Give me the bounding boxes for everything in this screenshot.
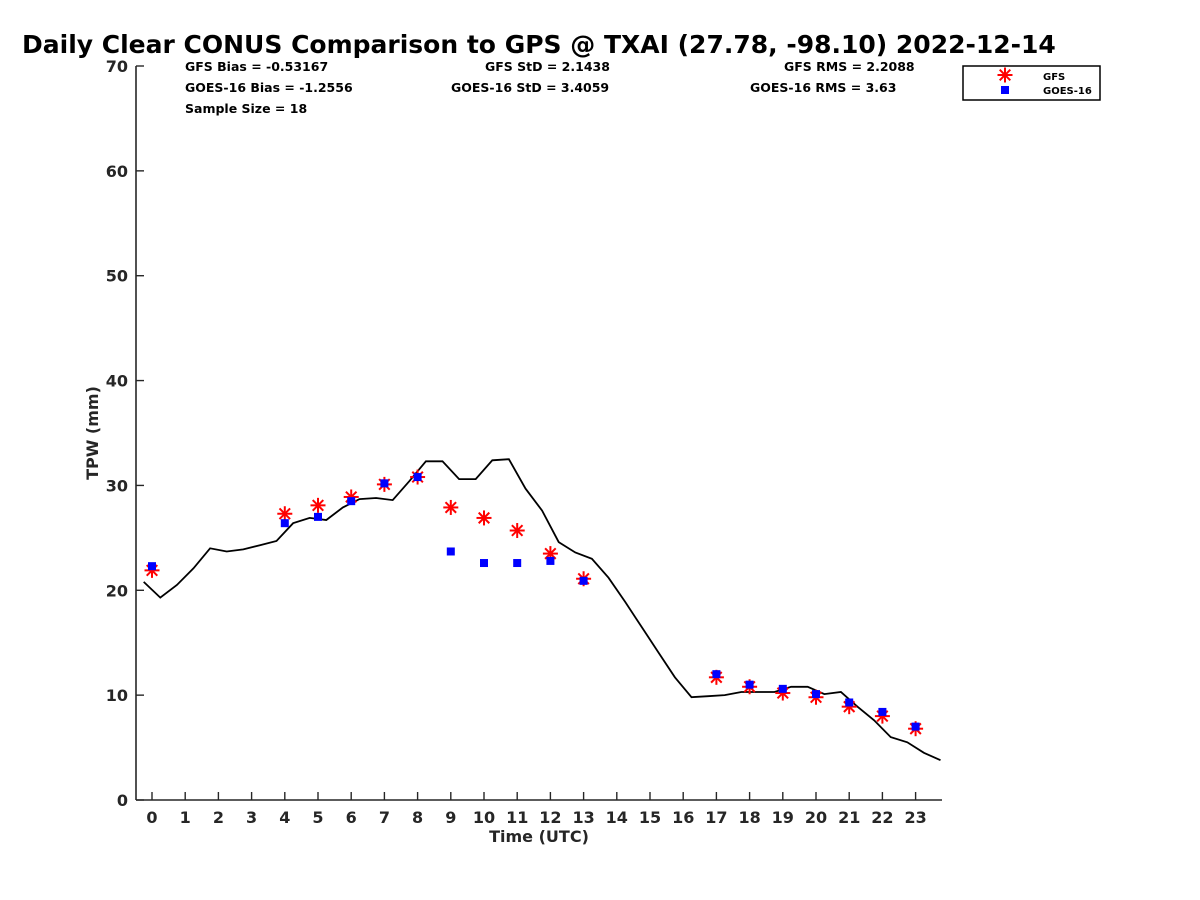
y-tick-label: 50 (106, 267, 128, 286)
x-tick-label: 13 (572, 808, 594, 827)
goes-rms-stat: GOES-16 RMS = 3.63 (750, 80, 896, 95)
gfs-point (277, 506, 293, 522)
legend-gfs-label: GFS (1043, 72, 1065, 83)
x-tick-label: 23 (904, 808, 926, 827)
gfs-std-stat: GFS StD = 2.1438 (485, 59, 610, 74)
y-tick-label: 40 (106, 372, 128, 391)
goes-16-point (579, 576, 588, 585)
goes-16-point (812, 690, 820, 699)
goes-16-point (380, 479, 389, 488)
y-tick-label: 10 (106, 686, 128, 705)
goes-16-point (347, 497, 356, 506)
x-tick-label: 10 (473, 808, 495, 827)
legend-gfs-marker (997, 67, 1013, 83)
gfs-bias-stat: GFS Bias = -0.53167 (185, 59, 328, 74)
legend-goes-marker (1001, 86, 1009, 94)
goes-16-point (911, 722, 920, 731)
gfs-point (476, 510, 492, 526)
x-tick-label: 4 (279, 808, 290, 827)
goes-16-point (845, 698, 854, 707)
y-tick-label: 60 (106, 162, 128, 181)
x-tick-label: 6 (346, 808, 357, 827)
x-tick-label: 22 (871, 808, 893, 827)
goes-16-point (480, 559, 488, 568)
y-tick-label: 70 (106, 57, 128, 76)
legend-box (962, 65, 1101, 101)
chart-title: Daily Clear CONUS Comparison to GPS @ TX… (22, 30, 1056, 59)
x-tick-label: 12 (539, 808, 561, 827)
x-tick-label: 5 (312, 808, 323, 827)
x-tick-label: 9 (445, 808, 456, 827)
y-tick-label: 0 (117, 791, 128, 810)
x-tick-label: 19 (772, 808, 794, 827)
x-tick-label: 21 (838, 808, 860, 827)
gfs-point (310, 497, 326, 513)
x-tick-label: 0 (146, 808, 157, 827)
x-tick-label: 8 (412, 808, 423, 827)
plot-area (143, 458, 941, 762)
goes-16-point (513, 559, 522, 568)
y-tick-label: 30 (106, 476, 128, 495)
gfs-point (443, 499, 459, 515)
x-tick-label: 7 (379, 808, 390, 827)
legend: GFS GOES-16 (962, 65, 1101, 101)
gfs-point (509, 523, 525, 539)
goes-bias-stat: GOES-16 Bias = -1.2556 (185, 80, 353, 95)
goes-16-point (280, 519, 289, 528)
x-tick-label: 17 (705, 808, 727, 827)
x-tick-label: 14 (606, 808, 628, 827)
goes-16-point (546, 556, 555, 565)
goes-std-stat: GOES-16 StD = 3.4059 (451, 80, 609, 95)
x-tick-label: 2 (213, 808, 224, 827)
goes-16-point (778, 684, 787, 693)
goes-16-point (745, 680, 754, 689)
x-tick-label: 18 (738, 808, 760, 827)
legend-goes-label: GOES-16 (1043, 86, 1092, 97)
y-axis-label: TPW (mm) (83, 386, 102, 480)
sample-size-stat: Sample Size = 18 (185, 101, 307, 116)
goes-16-point (878, 707, 887, 716)
x-tick-label: 20 (805, 808, 827, 827)
legend-gfs-asterisk (997, 67, 1013, 83)
x-axis-label: Time (UTC) (489, 827, 589, 846)
goes-16-point (413, 473, 422, 482)
goes-16-point (148, 562, 156, 571)
gps-series-line (143, 458, 941, 762)
axes: 0 1 2 3 4 5 6 7 8 9 10 11 12 13 14 15 16 17 18 19 20 21 22 2301… (106, 57, 942, 827)
goes-16-point (314, 512, 322, 521)
goes-16-point (712, 670, 721, 679)
x-tick-label: 1 (180, 808, 191, 827)
stats-annotations: GFS Bias = -0.53167 GFS StD = 2.1438 GFS… (185, 59, 915, 116)
gfs-rms-stat: GFS RMS = 2.2088 (784, 59, 915, 74)
goes-16-point (446, 547, 455, 556)
x-tick-label: 3 (246, 808, 257, 827)
x-tick-label: 16 (672, 808, 694, 827)
y-tick-label: 20 (106, 581, 128, 600)
x-tick-label: 15 (639, 808, 661, 827)
x-tick-label: 11 (506, 808, 528, 827)
